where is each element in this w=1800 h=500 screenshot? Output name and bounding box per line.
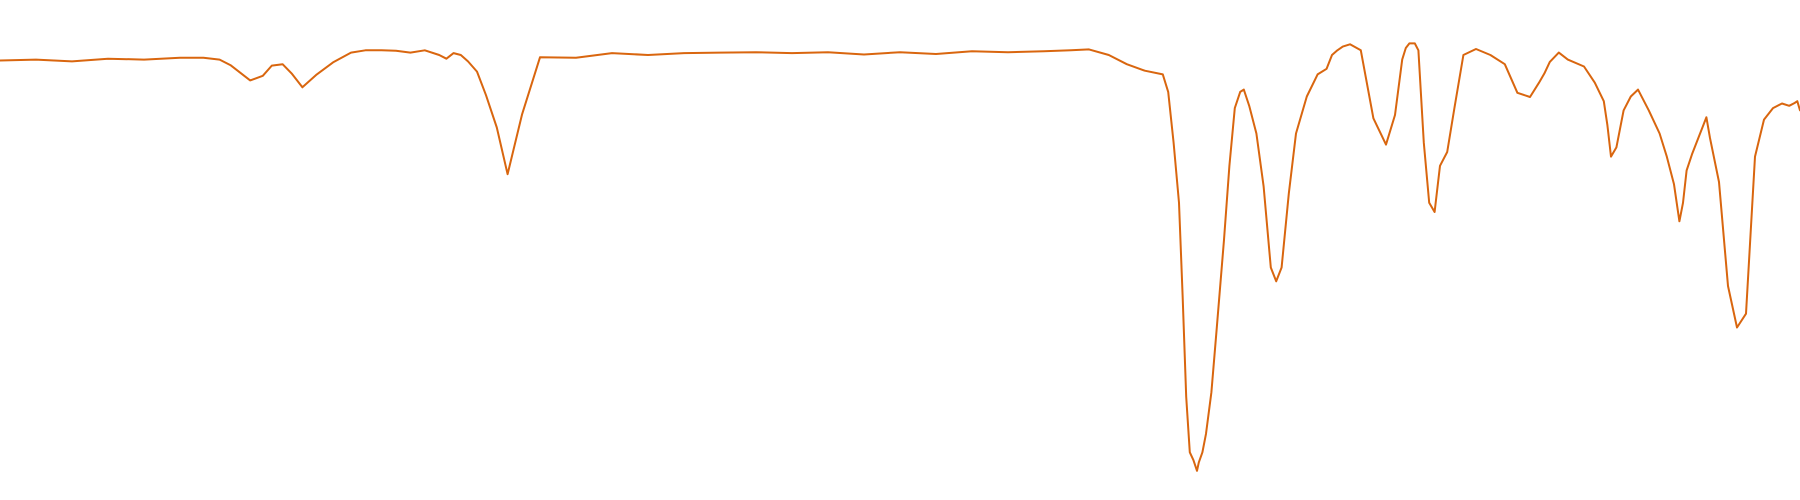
plot-area — [0, 42, 1800, 472]
series-line-1 — [0, 42, 1800, 472]
